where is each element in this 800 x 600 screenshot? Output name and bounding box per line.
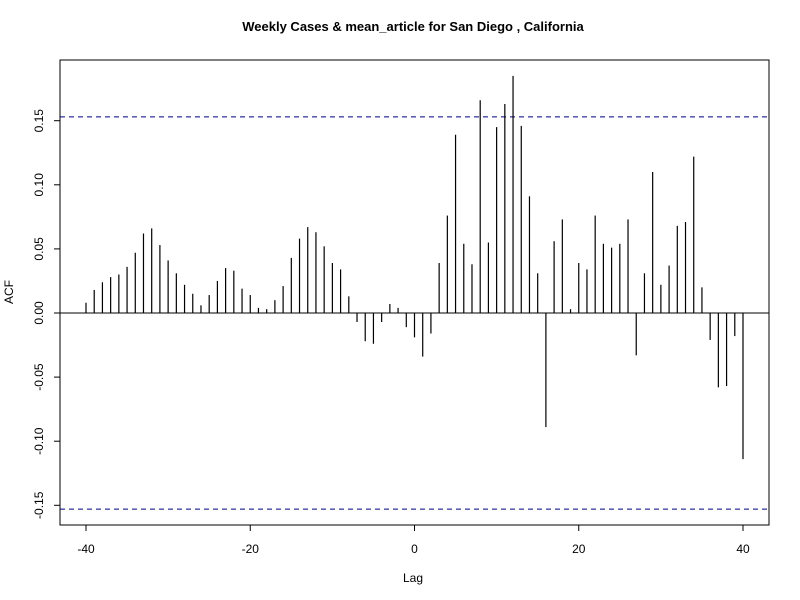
chart-title: Weekly Cases & mean_article for San Dieg…: [242, 19, 584, 34]
y-tick-label: -0.05: [32, 363, 46, 391]
y-tick-label: 0.15: [32, 109, 46, 133]
x-tick-label: 20: [572, 542, 586, 556]
x-axis-label: Lag: [403, 571, 423, 585]
y-axis: -0.15 -0.10 -0.05 0.00 0.05 0.10 0.15: [32, 109, 60, 519]
acf-bars: [85, 75, 744, 460]
x-tick-label: 40: [736, 542, 750, 556]
y-tick-label: -0.15: [32, 491, 46, 519]
x-tick-label: 0: [411, 542, 418, 556]
y-tick-label: -0.10: [32, 427, 46, 455]
x-tick-label: -40: [77, 542, 95, 556]
plot-frame: [59, 59, 770, 526]
y-axis-label: ACF: [2, 280, 16, 304]
x-axis: -40 -20 0 20 40: [77, 525, 750, 556]
y-tick-label: 0.00: [32, 301, 46, 325]
x-tick-label: -20: [242, 542, 260, 556]
y-tick-label: 0.10: [32, 173, 46, 197]
y-tick-label: 0.05: [32, 237, 46, 261]
